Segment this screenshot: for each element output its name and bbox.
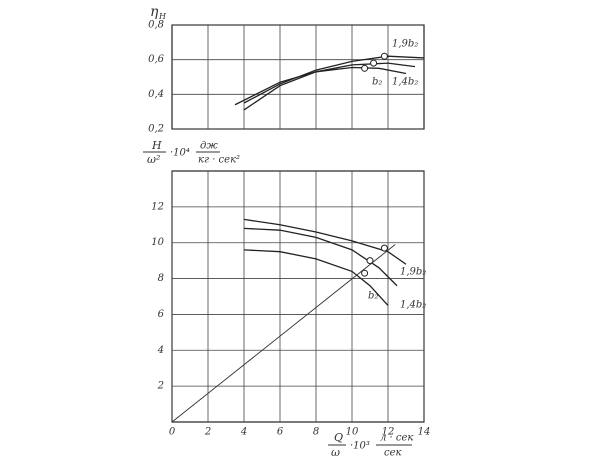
curve-label: 1,4b₂ xyxy=(392,77,418,88)
y-axis-label-mult: ·10⁴ xyxy=(170,148,190,159)
operating-point xyxy=(370,59,378,67)
y-axis-label: η xyxy=(150,4,159,20)
curve-label: b₂ xyxy=(368,291,378,302)
curve-label: 1,9b₂ xyxy=(392,39,418,50)
curve xyxy=(234,66,407,106)
y-tick-label: 8 xyxy=(158,273,164,284)
curve xyxy=(243,62,416,111)
curve xyxy=(243,249,389,306)
x-tick-label: 6 xyxy=(277,427,284,438)
curve-label: 1,9b₂ xyxy=(400,267,426,278)
x-tick-label: 2 xyxy=(204,427,211,438)
x-tick-label: 14 xyxy=(418,427,431,438)
operating-point xyxy=(361,269,369,277)
y-tick-label: 0,4 xyxy=(148,89,164,100)
x-tick-label: 10 xyxy=(346,427,359,438)
y-tick-label: 0,8 xyxy=(148,20,164,31)
y-tick-label: 6 xyxy=(158,309,165,320)
x-tick-label: 4 xyxy=(240,427,247,438)
y-axis-label-unit-den: кг · сек² xyxy=(198,155,240,166)
operating-point xyxy=(366,257,374,265)
curve xyxy=(243,218,407,265)
system-line xyxy=(171,244,396,423)
x-tick-label: 8 xyxy=(313,427,319,438)
x-axis-label-unit-num: л · сек xyxy=(380,433,413,444)
y-tick-label: 2 xyxy=(157,381,164,392)
curve xyxy=(243,55,425,104)
y-tick-label: 4 xyxy=(157,345,164,356)
operating-point xyxy=(361,64,369,72)
operating-point xyxy=(380,244,388,252)
x-axis-label-unit-den: сек xyxy=(384,448,402,459)
plot-frame xyxy=(171,170,425,423)
y-tick-label: 0,6 xyxy=(148,54,165,65)
y-axis-label-unit-num: дж xyxy=(200,141,218,152)
y-tick-label: 0,2 xyxy=(148,124,164,135)
y-axis-label-den: ω² xyxy=(147,153,160,166)
y-axis-label-sub: H xyxy=(158,12,167,21)
x-axis-label-mult: ·10³ xyxy=(350,441,370,452)
x-tick-label: 0 xyxy=(169,427,176,438)
y-tick-label: 12 xyxy=(151,201,164,212)
curve-label: 1,4b₂ xyxy=(400,300,426,311)
y-tick-label: 10 xyxy=(151,237,164,248)
curve-label: b₂ xyxy=(372,77,382,88)
y-axis-label: H xyxy=(151,139,162,152)
curve xyxy=(243,227,398,287)
x-axis-label-den: ω xyxy=(331,446,340,459)
operating-point xyxy=(380,52,388,60)
x-tick-label: 12 xyxy=(382,427,395,438)
x-axis-label: Q xyxy=(334,431,343,444)
